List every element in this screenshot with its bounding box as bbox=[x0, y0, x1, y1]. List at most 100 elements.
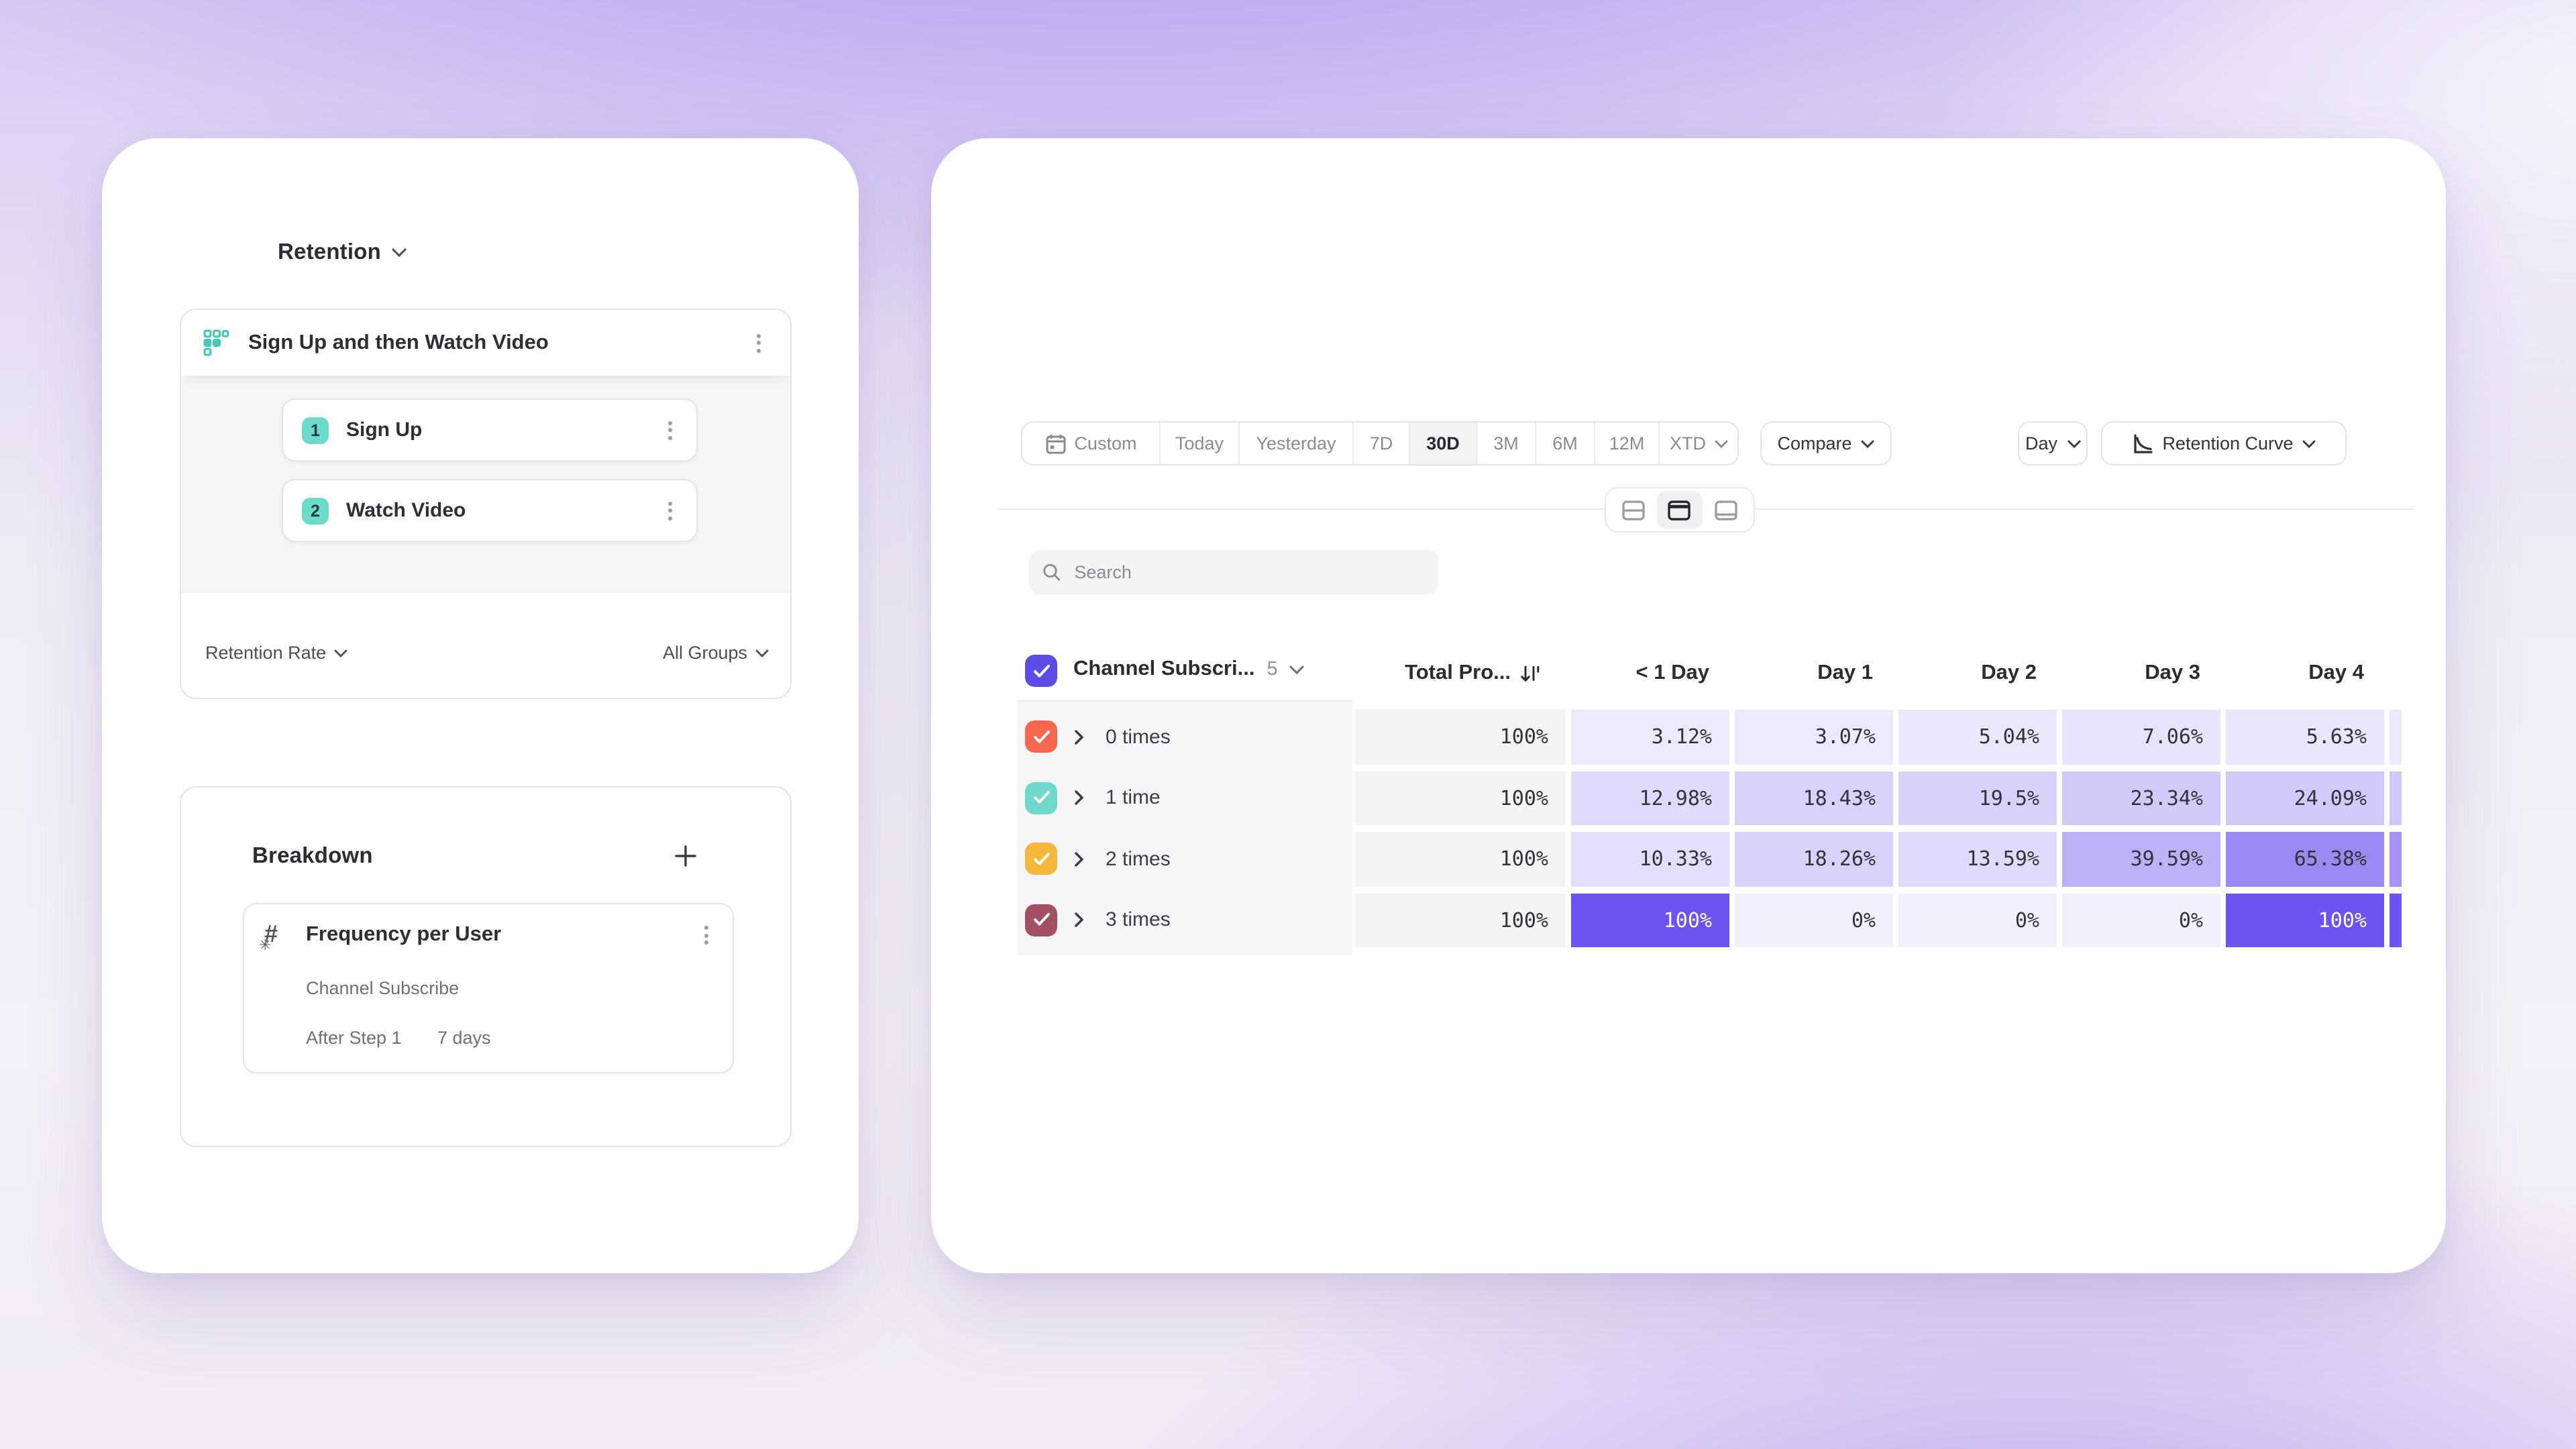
numeric-property-icon: # ✳ bbox=[259, 920, 278, 954]
breakdown-kebab-menu[interactable] bbox=[695, 923, 716, 947]
heat-cell: 100% bbox=[2226, 893, 2384, 947]
compare-button[interactable]: Compare bbox=[1760, 421, 1892, 466]
row-expand-chevron[interactable] bbox=[1075, 832, 1084, 886]
chevron-right-icon bbox=[1075, 790, 1084, 806]
select-all-checkbox[interactable] bbox=[1025, 655, 1057, 687]
funnel-title: Sign Up and then Watch Video bbox=[248, 331, 549, 354]
date-preset-today[interactable]: Today bbox=[1161, 423, 1240, 464]
date-preset-yesterday[interactable]: Yesterday bbox=[1240, 423, 1354, 464]
chevron-down-icon bbox=[1862, 439, 1875, 447]
row-checkbox-3-times[interactable] bbox=[1025, 904, 1057, 936]
group-label: All Groups bbox=[662, 643, 747, 663]
heat-cell: 13.59% bbox=[1898, 832, 2057, 886]
day-column-header-1: Day 1 bbox=[1817, 661, 1873, 684]
search-icon bbox=[1043, 564, 1061, 581]
heat-cell: 19.5% bbox=[1898, 771, 2057, 825]
row-label: 0 times bbox=[1106, 725, 1171, 749]
funnel-panel: Sign Up and then Watch Video 1 Sign Up 2… bbox=[180, 309, 792, 699]
chevron-down-icon bbox=[392, 248, 407, 258]
report-card: Custom Today Yesterday 7D 30D 3M 6M 12M XTD Comp… bbox=[931, 138, 2446, 1273]
metric-dropdown[interactable]: Retention Rate bbox=[205, 608, 347, 698]
date-preset-xtd[interactable]: XTD bbox=[1660, 423, 1737, 464]
preset-label: 7D bbox=[1369, 433, 1393, 453]
row-checkbox-2-times[interactable] bbox=[1025, 843, 1057, 875]
date-preset-6m[interactable]: 6M bbox=[1536, 423, 1595, 464]
check-icon bbox=[1033, 913, 1049, 926]
day-column-header-0: < 1 Day bbox=[1635, 661, 1709, 684]
search-container bbox=[1029, 550, 1438, 594]
funnel-footer: Retention Rate All Groups bbox=[181, 593, 790, 698]
total-cell: 100% bbox=[1355, 893, 1566, 947]
heat-cell-clipped bbox=[2390, 710, 2402, 764]
add-breakdown-button[interactable] bbox=[672, 843, 699, 869]
row-expand-chevron[interactable] bbox=[1075, 710, 1084, 764]
group-column-header[interactable]: Channel Subscri... 5 bbox=[1073, 657, 1305, 682]
preset-label: Today bbox=[1175, 433, 1224, 453]
heat-cell: 39.59% bbox=[2062, 832, 2220, 886]
funnel-kebab-menu[interactable] bbox=[747, 331, 769, 355]
search-input[interactable] bbox=[1071, 561, 1425, 584]
group-dropdown[interactable]: All Groups bbox=[663, 608, 769, 698]
row-expand-chevron[interactable] bbox=[1075, 771, 1084, 825]
funnel-grid-icon bbox=[203, 329, 229, 356]
date-preset-12m[interactable]: 12M bbox=[1595, 423, 1660, 464]
total-column-header[interactable]: Total Pro... bbox=[1355, 655, 1567, 692]
group-count: 5 bbox=[1267, 659, 1278, 680]
view-toggle-footer[interactable] bbox=[1703, 491, 1749, 529]
table-footer-icon bbox=[1715, 500, 1737, 520]
step-number-badge: 1 bbox=[302, 417, 329, 443]
date-preset-30d[interactable]: 30D bbox=[1410, 423, 1477, 464]
heat-cell-clipped bbox=[2390, 771, 2402, 825]
chevron-right-icon bbox=[1075, 912, 1084, 928]
date-range-presets: Custom Today Yesterday 7D 30D 3M 6M 12M XTD bbox=[1021, 421, 1739, 466]
view-toggle-chart[interactable] bbox=[1611, 491, 1656, 529]
metric-label: Retention Rate bbox=[205, 643, 327, 663]
row-expand-chevron[interactable] bbox=[1075, 893, 1084, 947]
step-1-kebab-menu[interactable] bbox=[659, 418, 680, 442]
heat-cell: 3.07% bbox=[1735, 710, 1893, 764]
step-label: Sign Up bbox=[346, 419, 423, 441]
compare-label: Compare bbox=[1777, 433, 1852, 453]
check-icon bbox=[1033, 730, 1049, 743]
chart-type-button[interactable]: Retention Curve bbox=[2101, 421, 2347, 466]
preset-label: Custom bbox=[1074, 433, 1137, 453]
report-type-selector[interactable]: Retention bbox=[278, 240, 407, 266]
day-column-header-4: Day 4 bbox=[2308, 661, 2364, 684]
heat-cell: 7.06% bbox=[2062, 710, 2220, 764]
step-number-badge: 2 bbox=[302, 497, 329, 524]
total-cell: 100% bbox=[1355, 832, 1566, 886]
heat-cell: 0% bbox=[1735, 893, 1893, 947]
date-preset-custom[interactable]: Custom bbox=[1022, 423, 1161, 464]
chevron-down-icon bbox=[1714, 439, 1727, 447]
heat-cell: 5.63% bbox=[2226, 710, 2384, 764]
heat-cell: 23.34% bbox=[2062, 771, 2220, 825]
heat-cell: 5.04% bbox=[1898, 710, 2057, 764]
date-preset-3m[interactable]: 3M bbox=[1477, 423, 1536, 464]
funnel-step-2[interactable]: 2 Watch Video bbox=[282, 479, 698, 542]
heat-cell: 65.38% bbox=[2226, 832, 2384, 886]
group-column-label: Channel Subscri... bbox=[1073, 657, 1255, 680]
heat-cell-clipped bbox=[2390, 832, 2402, 886]
breakdown-panel: Breakdown # ✳ Frequency per User Channel… bbox=[180, 786, 792, 1147]
heat-cell: 18.43% bbox=[1735, 771, 1893, 825]
step-2-kebab-menu[interactable] bbox=[659, 498, 680, 523]
funnel-header[interactable]: Sign Up and then Watch Video bbox=[181, 310, 790, 376]
view-toggle-table[interactable] bbox=[1656, 491, 1703, 529]
chevron-right-icon bbox=[1075, 729, 1084, 745]
row-label: 2 times bbox=[1106, 847, 1171, 871]
breakdown-item-card[interactable]: # ✳ Frequency per User Channel Subscribe… bbox=[243, 903, 734, 1073]
granularity-button[interactable]: Day bbox=[2018, 421, 2088, 466]
row-checkbox-1-time[interactable] bbox=[1025, 782, 1057, 814]
chevron-down-icon bbox=[2067, 439, 2080, 447]
heat-cell: 0% bbox=[2062, 893, 2220, 947]
date-preset-7d[interactable]: 7D bbox=[1354, 423, 1410, 464]
breakdown-property: Channel Subscribe bbox=[306, 978, 460, 998]
breakdown-item-title: Frequency per User bbox=[306, 923, 502, 946]
row-checkbox-0-times[interactable] bbox=[1025, 720, 1057, 753]
heat-cell: 18.26% bbox=[1735, 832, 1893, 886]
preset-label: Yesterday bbox=[1256, 433, 1336, 453]
calendar-icon bbox=[1045, 434, 1065, 453]
total-column-label: Total Pro... bbox=[1405, 661, 1511, 684]
funnel-step-1[interactable]: 1 Sign Up bbox=[282, 398, 698, 462]
